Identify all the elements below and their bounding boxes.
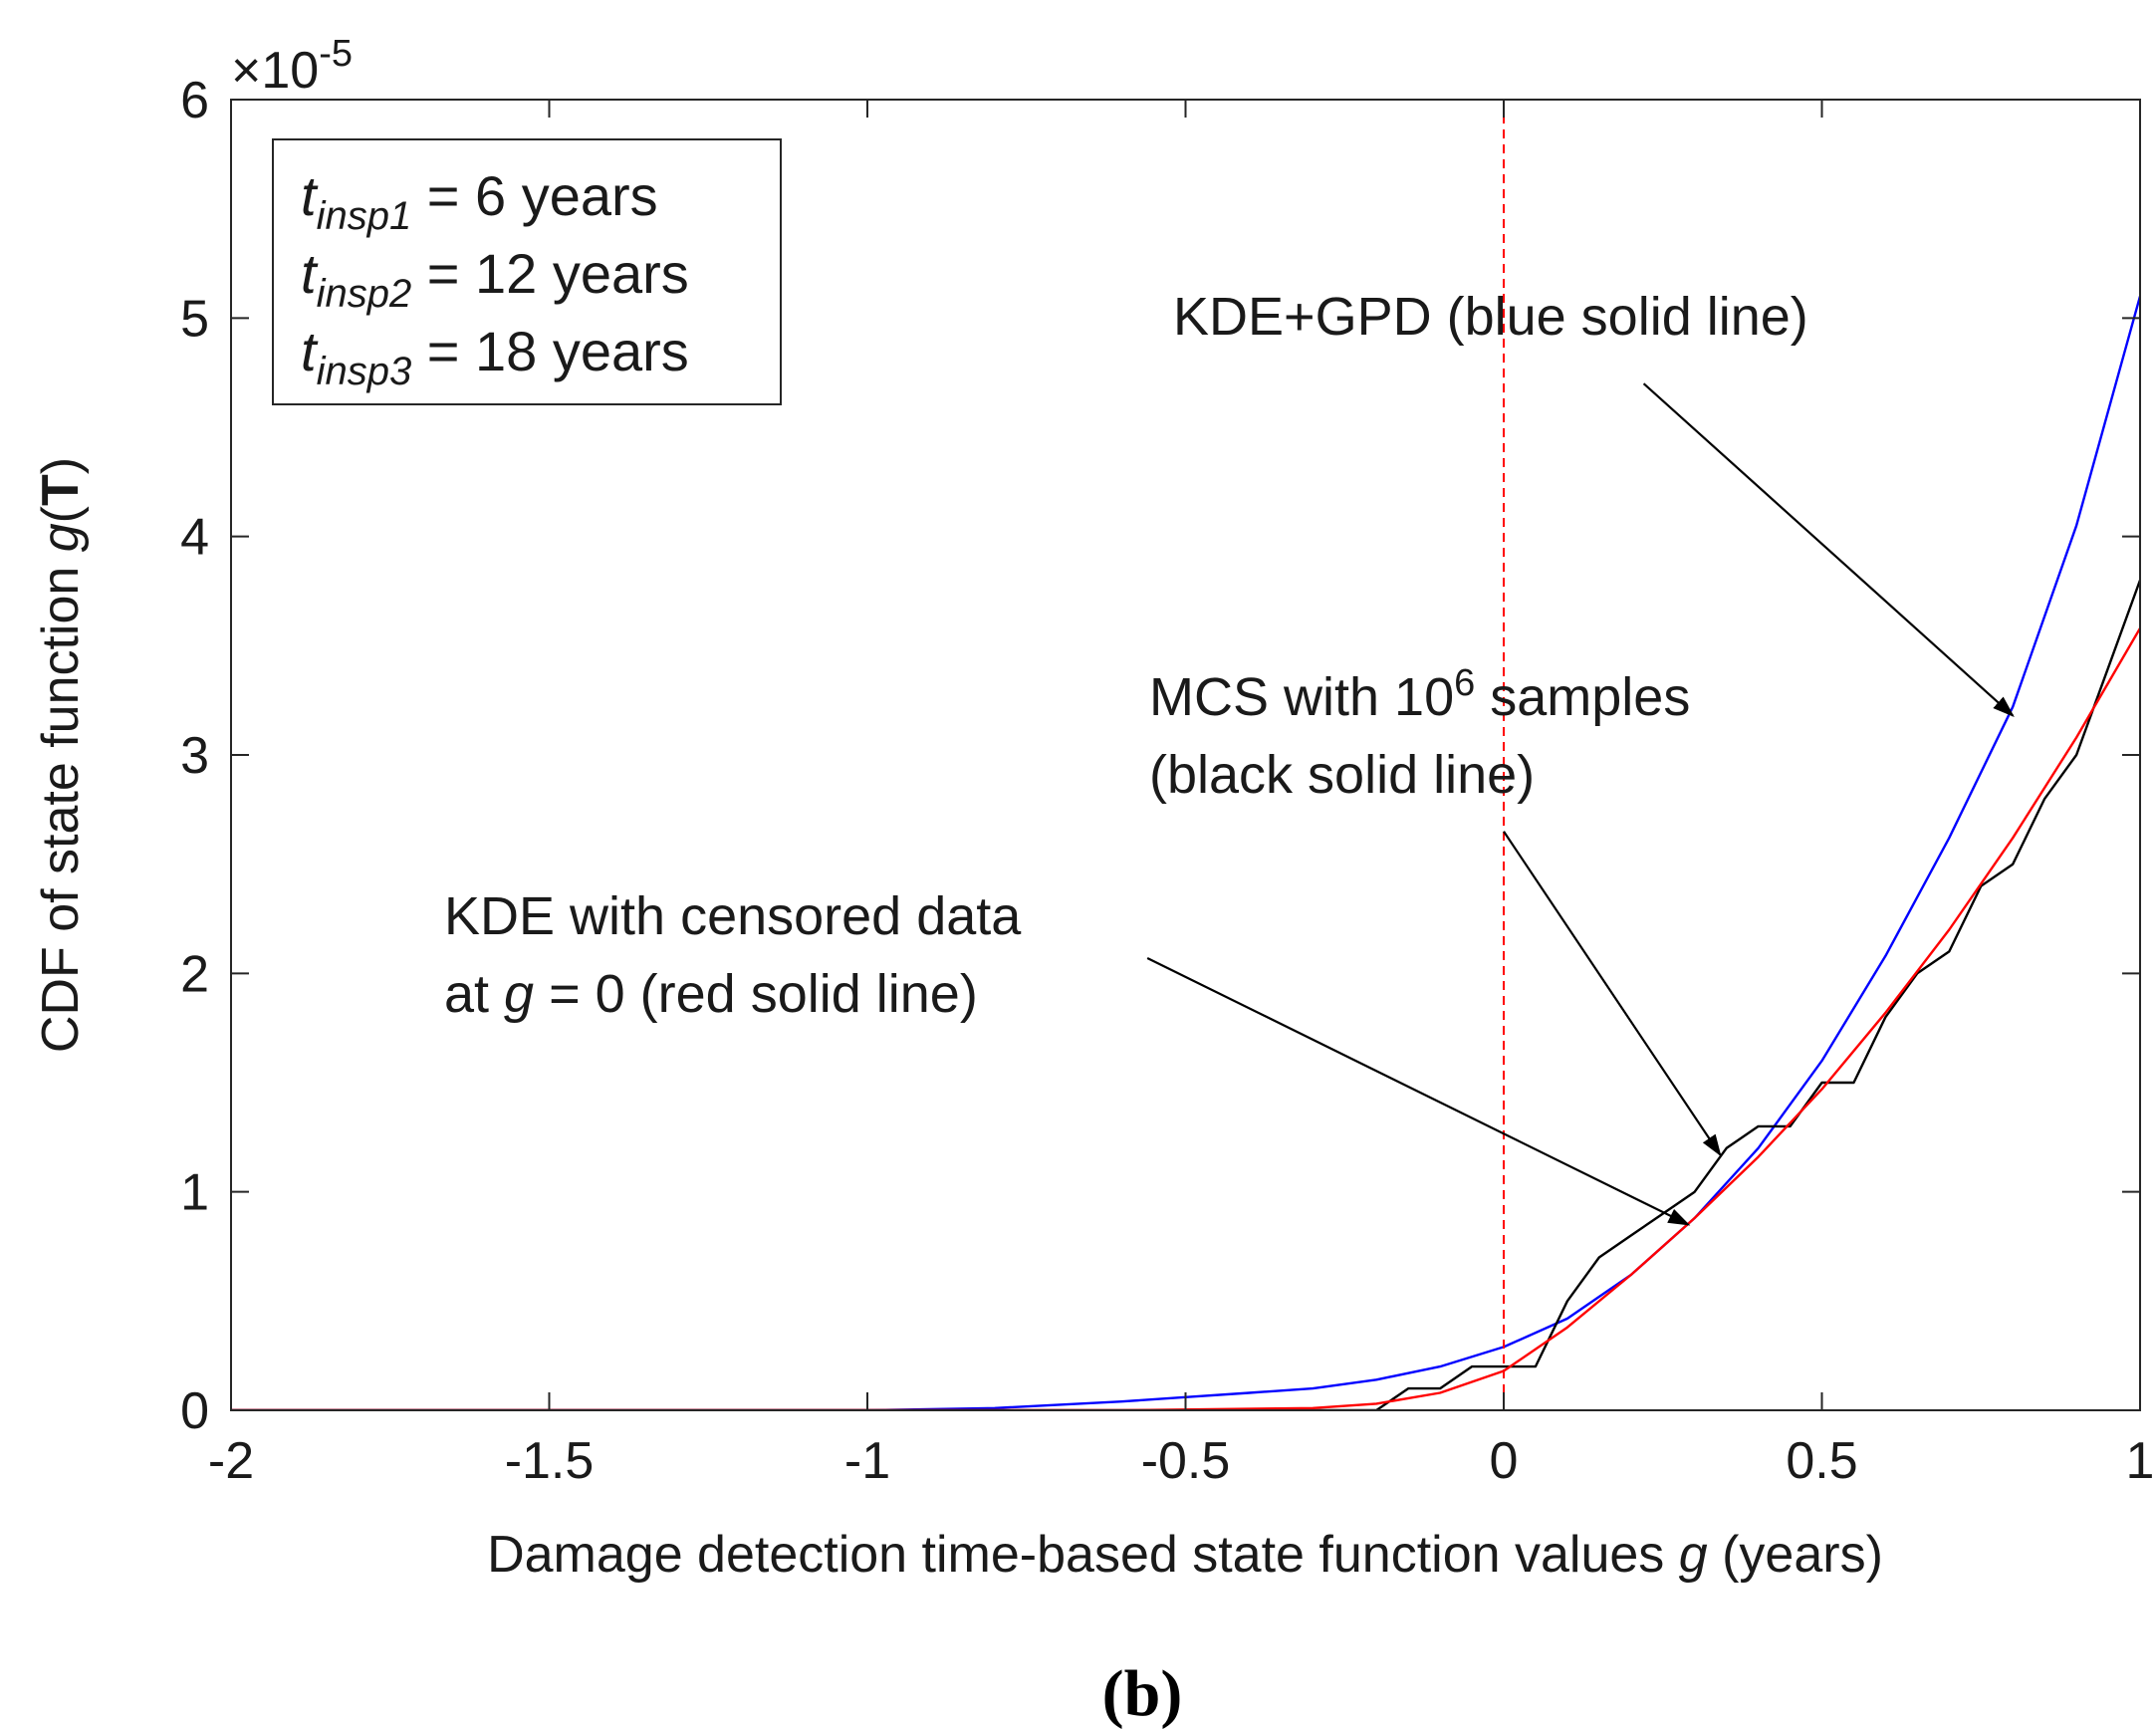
y-axis-title-close: ) [32,457,90,474]
legend-line-3: tinsp3 = 18 years [301,320,689,393]
y-exponent-base: ×10 [231,42,319,100]
legend-rest-1: = 6 years [411,164,657,227]
annotation-kde-censored-pre: at [444,964,504,1024]
x-axis-title-prefix: Damage detection time-based state functi… [487,1526,1679,1584]
y-axis-title-var: g [32,523,90,552]
y-tick-label: 0 [180,1382,209,1440]
legend-t-1: t [301,164,319,227]
annotation-mcs-line2: (black solid line) [1149,745,1535,805]
annotation-mcs-arrow [1503,831,1722,1157]
x-axis-title: Damage detection time-based state functi… [487,1526,1883,1584]
y-axis-title: CDF of state function g(T) [32,457,90,1053]
legend-t-3: t [301,320,319,382]
y-exponent-power: -5 [319,33,353,75]
legend-sub-2: insp2 [317,272,412,316]
annotation-kde-censored-var: g [504,964,534,1024]
annotation-kde-censored-line2: at g = 0 (red solid line) [444,964,978,1024]
x-tick-label: 1 [2126,1432,2155,1490]
legend-line-1: tinsp1 = 6 years [301,164,658,238]
y-tick-label: 3 [180,727,209,785]
annotation-kde-gpd-arrow [1642,382,2015,717]
y-axis-title-prefix: CDF of state function [32,552,90,1053]
legend-rest-3: = 18 years [411,320,689,382]
annotation-mcs-post: samples [1475,667,1690,727]
x-tick-label: -2 [208,1432,254,1490]
x-axis-ticks: -2 -1.5 -1 -0.5 0 0.5 1 [208,100,2155,1490]
series-line-2 [231,580,2140,1410]
y-axis-title-open: ( [32,505,90,523]
x-axis-title-suffix: (years) [1708,1526,1883,1584]
x-tick-label: 0.5 [1786,1432,1857,1490]
x-tick-label: 0 [1490,1432,1519,1490]
series-line-3 [231,627,2140,1410]
legend-sub-3: insp3 [317,350,412,393]
series-layer [231,296,2140,1410]
annotation-kde-censored-arrow [1146,956,1691,1226]
legend-t-2: t [301,242,319,305]
annotation-mcs-line1: MCS with 106 samples [1149,662,1690,727]
x-tick-label: -1 [844,1432,890,1490]
annotation-mcs: MCS with 106 samples (black solid line) [1149,662,1722,1157]
figure-caption: (b) [1102,1657,1183,1730]
y-tick-label: 5 [180,290,209,348]
x-tick-label: -0.5 [1141,1432,1231,1490]
y-tick-label: 4 [180,509,209,567]
annotation-kde-gpd: KDE+GPD (blue solid line) [1173,287,2015,717]
y-tick-label: 1 [180,1164,209,1222]
legend-box: tinsp1 = 6 years tinsp2 = 12 years tinsp… [272,138,782,405]
y-tick-label: 2 [180,945,209,1003]
legend-box-frame [272,138,782,405]
legend-line-2: tinsp2 = 12 years [301,242,689,316]
series-line-1 [231,296,2140,1410]
annotation-kde-censored-line1: KDE with censored data [444,886,1022,946]
y-axis-ticks: 0 1 2 3 4 5 6 [180,72,2140,1440]
x-tick-label: -1.5 [505,1432,595,1490]
legend-rest-2: = 12 years [411,242,689,305]
annotation-kde-gpd-text: KDE+GPD (blue solid line) [1173,287,1808,347]
y-axis-title-bold: T [32,474,90,506]
annotation-kde-censored: KDE with censored data at g = 0 (red sol… [444,886,1691,1226]
x-axis-title-var: g [1679,1526,1708,1584]
annotation-mcs-pre: MCS with 10 [1149,667,1454,727]
y-tick-label: 6 [180,72,209,129]
y-axis-exponent: ×10-5 [231,33,353,100]
legend-sub-1: insp1 [317,194,412,238]
annotation-kde-censored-post: = 0 (red solid line) [534,964,978,1024]
annotation-mcs-sup: 6 [1454,662,1475,704]
